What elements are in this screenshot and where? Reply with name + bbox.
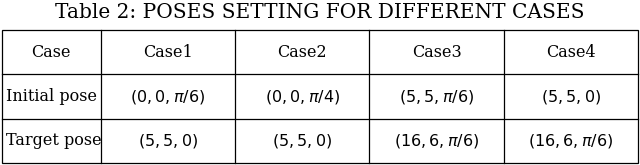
Text: Case4: Case4 <box>546 44 596 61</box>
Text: $(16, 6, \pi/6)$: $(16, 6, \pi/6)$ <box>394 132 479 150</box>
Text: $(5, 5, \pi/6)$: $(5, 5, \pi/6)$ <box>399 87 474 105</box>
Text: Table 2: POSES SETTING FOR DIFFERENT CASES: Table 2: POSES SETTING FOR DIFFERENT CAS… <box>55 3 585 22</box>
Text: $(5, 5, 0)$: $(5, 5, 0)$ <box>138 132 198 150</box>
Text: Case: Case <box>31 44 71 61</box>
Text: $(5, 5, 0)$: $(5, 5, 0)$ <box>272 132 332 150</box>
Text: $(16, 6, \pi/6)$: $(16, 6, \pi/6)$ <box>528 132 614 150</box>
Text: $(0, 0, \pi/6)$: $(0, 0, \pi/6)$ <box>131 87 205 105</box>
Text: Case1: Case1 <box>143 44 193 61</box>
Text: Case3: Case3 <box>412 44 461 61</box>
Text: $(5, 5, 0)$: $(5, 5, 0)$ <box>541 87 601 105</box>
Bar <box>2 30 638 163</box>
Text: Target pose: Target pose <box>6 132 102 149</box>
Text: Case2: Case2 <box>277 44 327 61</box>
Text: Initial pose: Initial pose <box>6 88 97 105</box>
Text: $(0, 0, \pi/4)$: $(0, 0, \pi/4)$ <box>264 87 340 105</box>
